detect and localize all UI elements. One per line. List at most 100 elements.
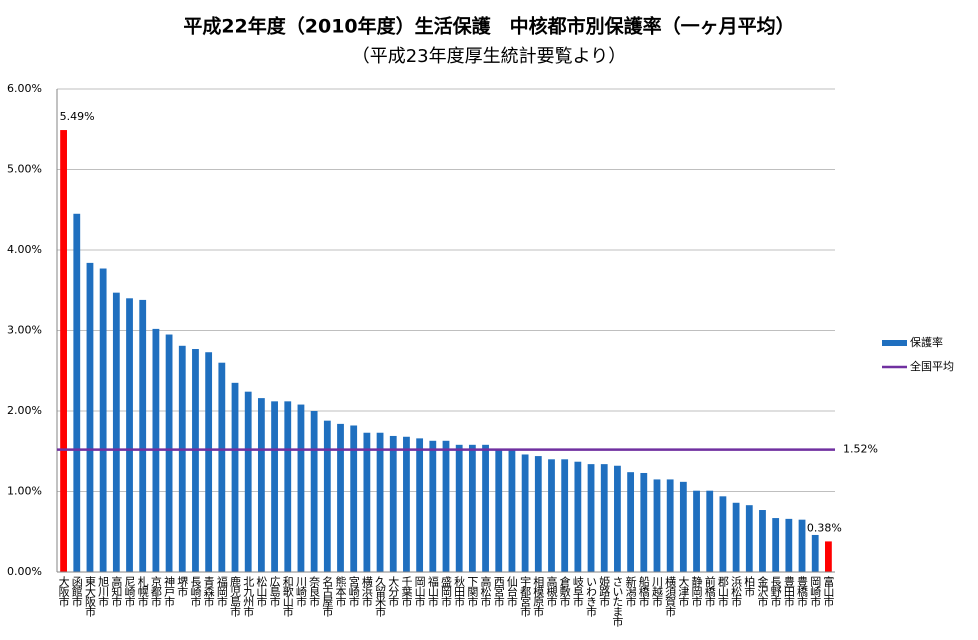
x-tick-label: 高知市 <box>110 575 123 608</box>
x-tick-label: さいたま市 <box>611 576 624 628</box>
bar <box>495 448 503 572</box>
x-tick-label: 高松市 <box>479 575 492 608</box>
bar <box>126 298 133 572</box>
x-tick-label: 盛岡市 <box>440 575 453 608</box>
x-tick-label: 京都市 <box>149 575 162 608</box>
x-tick-label: 高槻市 <box>545 575 558 608</box>
x-tick-label: 札幌市 <box>136 576 149 608</box>
x-tick-label: 福岡市 <box>215 575 228 608</box>
chart-title: 平成22年度（2010年度）生活保護 中核都市別保護率（一ヶ月平均） <box>183 15 794 38</box>
bar <box>416 438 424 572</box>
y-tick-label: 1.00% <box>7 485 42 498</box>
x-tick-label: 仙台市 <box>505 576 518 608</box>
x-tick-label: 大阪市 <box>57 575 70 608</box>
bar <box>455 444 463 572</box>
bar <box>798 519 806 572</box>
y-tick-label: 6.00% <box>7 82 42 95</box>
x-tick-label: 千葉市 <box>400 576 413 608</box>
bar <box>73 213 81 572</box>
x-tick-label: 函館市 <box>70 576 83 608</box>
bar <box>640 472 648 572</box>
x-tick-label: 青森市 <box>202 576 215 608</box>
bar <box>112 292 120 572</box>
x-tick-label: 久留米市 <box>374 576 387 618</box>
x-tick-label: 尼崎市 <box>123 576 136 608</box>
bar <box>244 391 252 572</box>
x-tick-label: 川越市 <box>650 576 663 608</box>
bar <box>468 444 476 572</box>
bar <box>627 472 635 572</box>
bar <box>376 432 384 572</box>
bar <box>785 518 793 572</box>
x-tick-label: 秋田市 <box>453 575 466 608</box>
bar <box>429 440 437 572</box>
bar <box>614 465 621 572</box>
bar <box>745 505 753 572</box>
x-tick-label: 姫路市 <box>598 575 611 608</box>
x-tick-label: 広島市 <box>268 576 281 608</box>
bar <box>759 510 766 572</box>
bar <box>442 440 450 572</box>
x-tick-label: 川崎市 <box>294 576 307 608</box>
x-tick-label: いわき市 <box>585 576 598 618</box>
bar <box>732 502 740 572</box>
x-tick-label: 金沢市 <box>756 575 769 608</box>
x-tick-label: 長崎市 <box>189 576 202 608</box>
bar <box>574 461 582 572</box>
y-tick-label: 4.00% <box>7 243 42 256</box>
legend-label: 全国平均 <box>910 359 954 373</box>
x-tick-label: 熊本市 <box>334 575 347 608</box>
bar <box>178 345 186 572</box>
chart-subtitle: （平成23年度厚生統計要覧より） <box>352 46 627 67</box>
bar <box>284 401 292 572</box>
x-tick-label: 奈良市 <box>308 575 321 608</box>
x-tick-label: 下関市 <box>466 576 479 608</box>
x-tick-label: 柏市 <box>743 575 756 598</box>
x-tick-label: 浜松市 <box>730 576 743 608</box>
x-tick-label: 福山市 <box>426 575 439 608</box>
bar <box>310 411 318 572</box>
bar <box>363 432 371 572</box>
x-tick-label: 宮崎市 <box>347 575 360 608</box>
x-tick-label: 大津市 <box>677 575 690 608</box>
x-tick-label: 旭川市 <box>97 575 110 608</box>
x-tick-label: 倉敷市 <box>558 575 571 608</box>
legend-label: 保護率 <box>910 335 943 349</box>
x-tick-label: 相模原市 <box>532 576 545 618</box>
x-tick-label: 岐阜市 <box>571 576 584 608</box>
bar <box>548 459 555 572</box>
x-tick-label: 大分市 <box>387 575 400 608</box>
data-label: 5.49% <box>60 110 95 123</box>
bar <box>679 481 687 572</box>
x-tick-label: 新潟市 <box>624 575 637 608</box>
bar <box>271 401 278 572</box>
x-tick-label: 名古屋市 <box>321 575 334 618</box>
bar <box>297 404 305 572</box>
x-tick-label: 岡山市 <box>413 576 426 608</box>
bar <box>587 464 595 572</box>
x-tick-label: 横須賀市 <box>664 575 677 618</box>
y-tick-label: 2.00% <box>7 404 42 417</box>
bar <box>825 541 832 572</box>
data-label: 0.38% <box>807 521 842 534</box>
x-tick-label: 宇都宮市 <box>519 576 532 618</box>
bar <box>666 479 674 572</box>
bar <box>337 423 344 572</box>
x-tick-label: 豊橋市 <box>796 576 809 608</box>
bar <box>60 130 67 572</box>
bar <box>192 349 199 572</box>
bar <box>561 459 569 572</box>
x-tick-label: 東大阪市 <box>83 576 96 618</box>
x-tick-label: 和歌山市 <box>281 576 294 618</box>
bar <box>165 334 173 572</box>
x-tick-label: 豊田市 <box>782 576 795 608</box>
bar <box>521 454 529 572</box>
bar <box>508 448 516 572</box>
x-tick-label: 長野市 <box>769 576 782 608</box>
x-tick-label: 船橋市 <box>637 575 650 608</box>
bar <box>482 444 489 572</box>
x-tick-label: 前橋市 <box>703 575 716 608</box>
bar <box>693 490 700 572</box>
x-tick-label: 堺市 <box>176 576 189 598</box>
